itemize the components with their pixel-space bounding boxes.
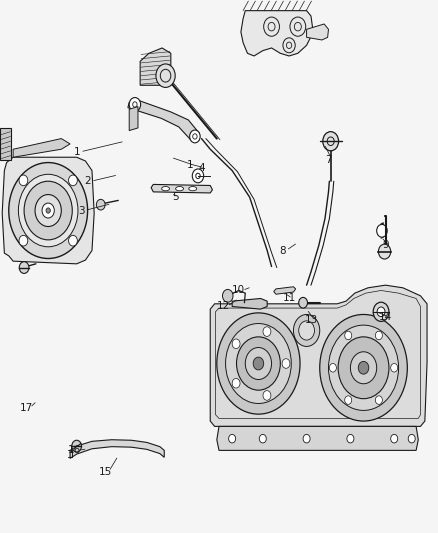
Ellipse shape	[162, 187, 170, 191]
Text: 9: 9	[382, 240, 389, 250]
Text: 14: 14	[379, 312, 392, 322]
Circle shape	[19, 262, 29, 273]
Circle shape	[232, 339, 240, 349]
Circle shape	[299, 321, 314, 340]
Circle shape	[263, 327, 271, 336]
Circle shape	[217, 313, 300, 414]
Circle shape	[408, 434, 415, 443]
Circle shape	[72, 440, 81, 452]
Circle shape	[282, 359, 290, 368]
Circle shape	[245, 348, 272, 379]
Circle shape	[96, 199, 105, 210]
Circle shape	[223, 289, 233, 302]
Text: 8: 8	[279, 246, 286, 255]
Circle shape	[375, 396, 382, 405]
Circle shape	[237, 337, 280, 390]
Circle shape	[42, 203, 54, 218]
Circle shape	[24, 181, 72, 240]
Circle shape	[378, 244, 391, 259]
Circle shape	[299, 297, 307, 308]
Circle shape	[253, 357, 264, 370]
Text: 10: 10	[232, 286, 245, 295]
Circle shape	[46, 208, 50, 213]
Circle shape	[377, 224, 387, 237]
Polygon shape	[232, 298, 267, 309]
Polygon shape	[241, 11, 313, 56]
Ellipse shape	[189, 187, 197, 191]
Polygon shape	[217, 426, 418, 450]
Circle shape	[156, 64, 175, 87]
Circle shape	[9, 163, 88, 259]
Circle shape	[303, 434, 310, 443]
Circle shape	[377, 307, 385, 317]
Text: 1: 1	[73, 147, 80, 157]
Text: 2: 2	[84, 176, 91, 186]
Text: 4: 4	[198, 163, 205, 173]
Circle shape	[232, 378, 240, 388]
Circle shape	[391, 364, 398, 372]
Circle shape	[347, 434, 354, 443]
Circle shape	[293, 314, 320, 346]
Polygon shape	[210, 285, 427, 426]
Polygon shape	[307, 24, 328, 40]
Circle shape	[373, 302, 389, 321]
Polygon shape	[140, 48, 171, 85]
Circle shape	[229, 434, 236, 443]
Circle shape	[18, 174, 78, 247]
Text: 7: 7	[325, 155, 332, 165]
Text: 13: 13	[304, 315, 318, 325]
Circle shape	[391, 434, 398, 443]
Polygon shape	[2, 157, 94, 264]
Circle shape	[263, 391, 271, 400]
Circle shape	[345, 396, 352, 405]
Text: 16: 16	[68, 446, 81, 455]
Circle shape	[259, 434, 266, 443]
Circle shape	[192, 169, 204, 183]
Circle shape	[226, 324, 291, 403]
Circle shape	[329, 364, 336, 372]
Circle shape	[69, 236, 78, 246]
Polygon shape	[70, 440, 164, 458]
Text: 12: 12	[217, 302, 230, 311]
Circle shape	[358, 361, 369, 374]
Text: 3: 3	[78, 206, 85, 215]
Circle shape	[69, 175, 78, 185]
Text: 17: 17	[20, 403, 33, 413]
Polygon shape	[129, 107, 138, 131]
Circle shape	[345, 331, 352, 340]
Text: 15: 15	[99, 467, 112, 477]
Circle shape	[19, 236, 28, 246]
Circle shape	[323, 132, 339, 151]
Circle shape	[190, 130, 200, 143]
Circle shape	[338, 337, 389, 399]
Polygon shape	[0, 128, 11, 160]
Circle shape	[35, 195, 61, 227]
Circle shape	[375, 331, 382, 340]
Text: 5: 5	[172, 192, 179, 202]
Ellipse shape	[176, 187, 184, 191]
Polygon shape	[274, 287, 296, 294]
Polygon shape	[128, 100, 199, 140]
Circle shape	[328, 325, 399, 410]
Circle shape	[19, 175, 28, 185]
Circle shape	[320, 314, 407, 421]
Circle shape	[129, 98, 141, 111]
Polygon shape	[13, 139, 70, 157]
Text: 11: 11	[283, 294, 296, 303]
Polygon shape	[151, 184, 212, 193]
Text: 1: 1	[187, 160, 194, 170]
Circle shape	[350, 352, 377, 384]
